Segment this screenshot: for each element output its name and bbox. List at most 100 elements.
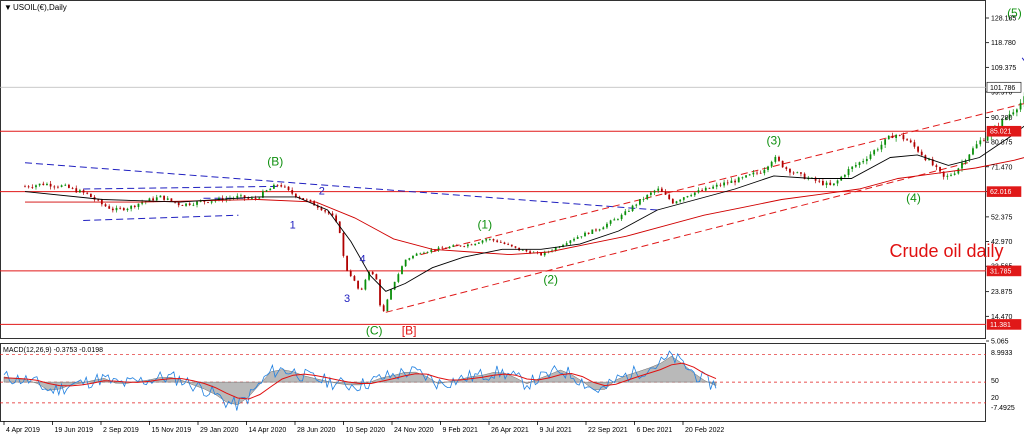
candle-body bbox=[474, 243, 477, 246]
candle-body bbox=[272, 184, 275, 189]
candle-body bbox=[309, 199, 312, 202]
candle-body bbox=[939, 167, 941, 172]
time-tick-label: 28 Jun 2020 bbox=[297, 427, 336, 434]
candle-body bbox=[723, 182, 725, 186]
candle-body bbox=[408, 258, 411, 260]
trend-line bbox=[24, 162, 658, 211]
candle-body bbox=[430, 249, 433, 252]
price-tick-label: 80.875 bbox=[991, 140, 1013, 147]
candle-body bbox=[166, 198, 169, 200]
price-tick-label: 52.375 bbox=[991, 214, 1013, 221]
candle-body bbox=[192, 204, 195, 206]
wave-label: (B) bbox=[267, 154, 283, 168]
candle-body bbox=[130, 205, 133, 209]
candle-body bbox=[89, 193, 92, 198]
candle-body bbox=[111, 208, 114, 211]
candle-body bbox=[836, 180, 839, 184]
candle-body bbox=[946, 175, 949, 177]
moving-averages bbox=[24, 125, 1024, 292]
candle-body bbox=[1019, 102, 1022, 110]
time-tick-label: 4 Apr 2019 bbox=[6, 427, 40, 434]
macd-panel bbox=[0, 350, 986, 411]
time-tick-label: 26 Apr 2021 bbox=[491, 427, 529, 434]
candle-body bbox=[1005, 117, 1007, 120]
fast-moving-average-line bbox=[24, 125, 1024, 292]
candle-body bbox=[79, 190, 81, 193]
candle-body bbox=[628, 211, 630, 212]
candle-body bbox=[371, 271, 374, 275]
price-tick-label: 5.065 bbox=[991, 339, 1009, 346]
candle-body bbox=[313, 201, 316, 206]
candle-body bbox=[390, 289, 392, 300]
candle-body bbox=[82, 190, 85, 193]
candle-body bbox=[188, 203, 191, 205]
candle-body bbox=[251, 198, 253, 199]
candle-body bbox=[774, 156, 777, 162]
candle-body bbox=[115, 207, 118, 211]
candle-body bbox=[35, 185, 37, 188]
candle-body bbox=[57, 186, 59, 188]
candle-body bbox=[210, 201, 213, 203]
candle-body bbox=[1008, 114, 1011, 118]
candle-body bbox=[177, 202, 180, 206]
candle-body bbox=[492, 239, 495, 241]
candle-body bbox=[569, 240, 572, 244]
candle-body bbox=[712, 186, 715, 189]
candle-body bbox=[379, 279, 381, 306]
candle-body bbox=[280, 185, 283, 187]
candle-body bbox=[382, 305, 385, 312]
candle-body bbox=[97, 199, 100, 201]
candle-body bbox=[86, 192, 89, 194]
candle-body bbox=[243, 195, 246, 199]
candle-body bbox=[543, 251, 546, 256]
candle-body bbox=[46, 183, 48, 186]
candle-body bbox=[770, 161, 773, 167]
candle-body bbox=[873, 150, 876, 155]
candle-body bbox=[675, 201, 678, 204]
candle-body bbox=[587, 232, 590, 234]
candle-body bbox=[1015, 109, 1018, 113]
candle-body bbox=[961, 162, 963, 169]
candle-body bbox=[562, 244, 564, 247]
macd-line bbox=[3, 350, 717, 411]
candle-body bbox=[737, 177, 740, 183]
candle-body bbox=[975, 144, 978, 149]
candle-body bbox=[693, 192, 696, 196]
candle-body bbox=[240, 195, 242, 197]
candle-body bbox=[884, 139, 887, 145]
candle-body bbox=[60, 185, 63, 187]
candle-body bbox=[108, 206, 111, 209]
candle-body bbox=[510, 244, 513, 247]
candle-body bbox=[375, 274, 378, 280]
candle-body bbox=[748, 174, 751, 176]
candle-body bbox=[931, 159, 934, 166]
candle-body bbox=[269, 188, 272, 191]
candle-body bbox=[455, 245, 458, 247]
candle-body bbox=[895, 134, 898, 139]
candle-body bbox=[854, 165, 857, 167]
candle-body bbox=[580, 236, 583, 238]
candle-body bbox=[207, 202, 209, 203]
candle-body bbox=[913, 142, 916, 147]
candle-body bbox=[649, 192, 652, 195]
macd-chart-frame bbox=[0, 343, 986, 422]
candle-body bbox=[631, 205, 634, 212]
candle-body bbox=[276, 184, 279, 186]
candle-body bbox=[950, 174, 952, 176]
candle-body bbox=[203, 201, 206, 203]
price-tick-label: 99.970 bbox=[991, 90, 1013, 97]
candle-body bbox=[133, 205, 136, 207]
candle-body bbox=[225, 198, 228, 201]
time-tick-label: 10 Sep 2020 bbox=[346, 427, 386, 434]
candle-body bbox=[199, 201, 202, 202]
main-chart-frame bbox=[0, 0, 986, 339]
price-badge bbox=[986, 319, 1022, 330]
candle-body bbox=[137, 203, 140, 207]
candle-body bbox=[609, 220, 612, 224]
candle-body bbox=[393, 281, 396, 290]
candle-body bbox=[254, 198, 257, 199]
candle-body bbox=[668, 194, 671, 200]
time-tick-label: 24 Nov 2020 bbox=[394, 427, 434, 434]
candle-body bbox=[514, 246, 517, 248]
candle-body bbox=[181, 205, 184, 206]
